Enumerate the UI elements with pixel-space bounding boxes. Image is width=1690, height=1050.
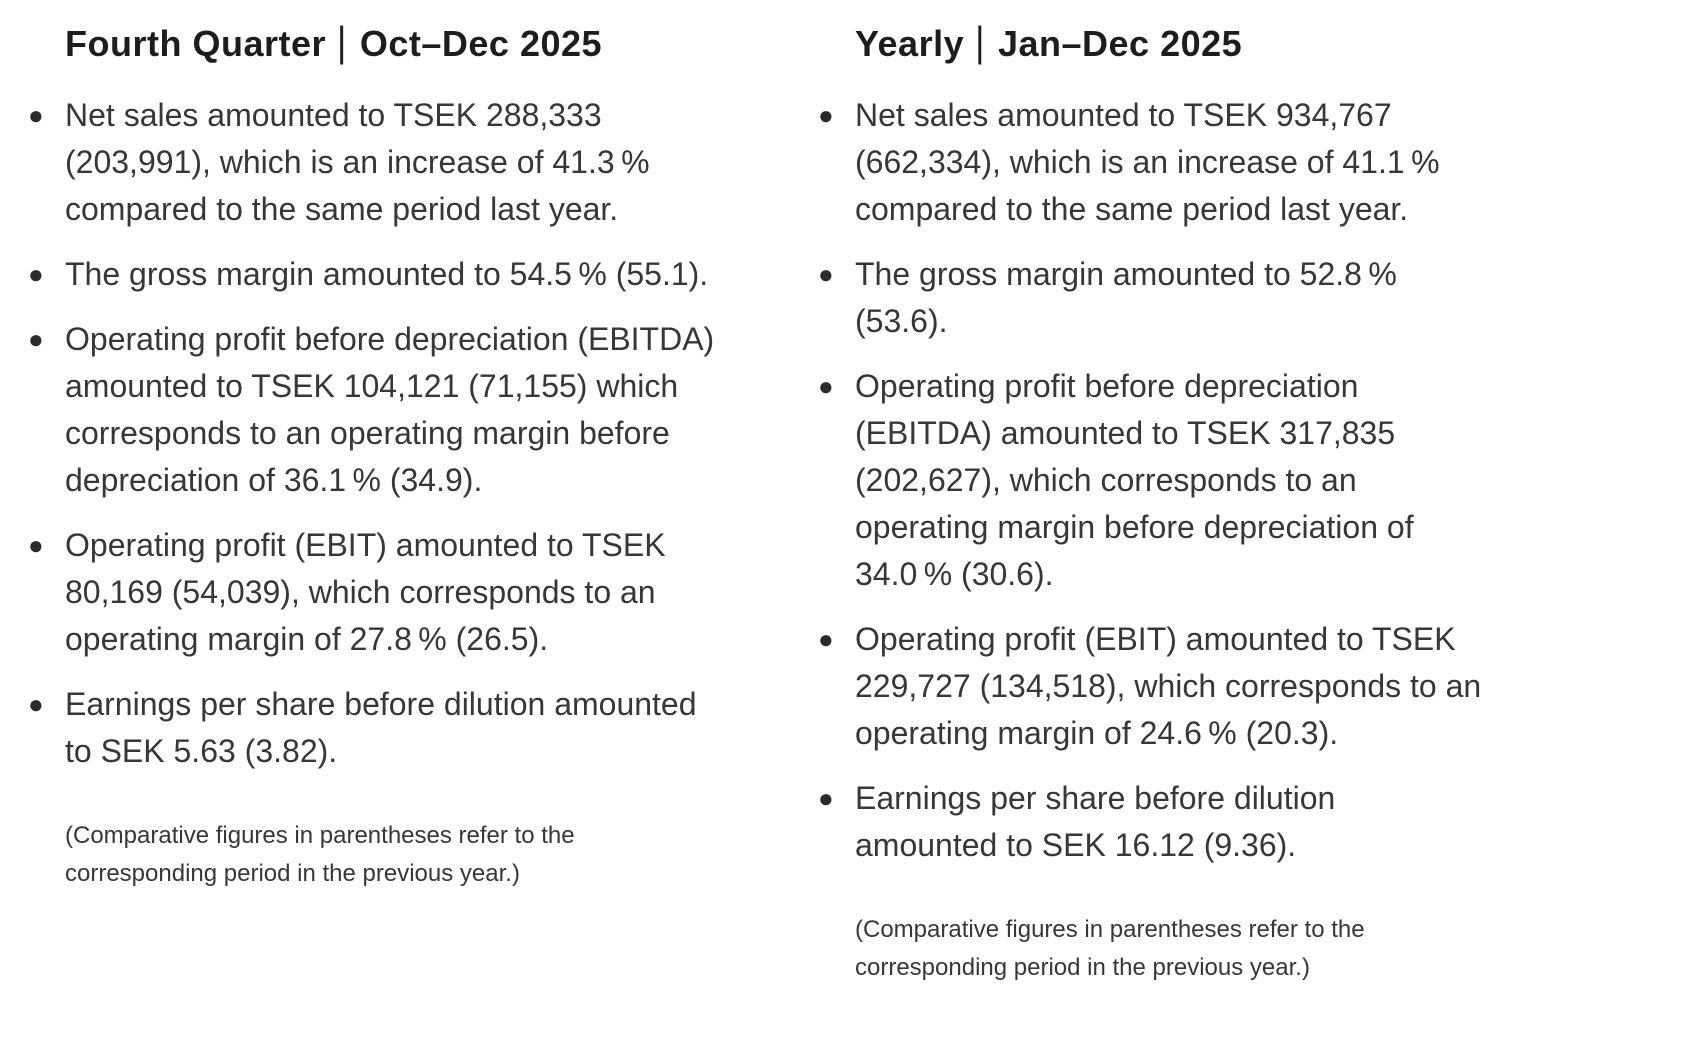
yearly-eps-text: Earnings per share before dilution amoun… bbox=[855, 780, 1336, 863]
yearly-footnote: (Comparative figures in parentheses refe… bbox=[855, 916, 1365, 981]
quarter-bullet-list: ● Net sales amounted to TSEK 288,333 (20… bbox=[28, 92, 818, 775]
quarter-column: Fourth Quarter | Oct–Dec 2025 ● Net sales … bbox=[28, 18, 818, 1050]
bullet-marker: ● bbox=[28, 324, 44, 354]
quarter-heading: Fourth Quarter | Oct–Dec 2025 bbox=[65, 18, 818, 66]
list-item: ● Operating profit before depreciation (… bbox=[818, 363, 1680, 598]
yearly-column: Yearly | Jan–Dec 2025 ● Net sales amounted… bbox=[818, 18, 1680, 1050]
yearly-ebit-text: Operating profit (EBIT) amounted to TSEK… bbox=[855, 621, 1482, 751]
bullet-marker: ● bbox=[28, 100, 44, 130]
quarter-heading-title: Fourth Quarter bbox=[65, 23, 327, 64]
list-item: ● Operating profit (EBIT) amounted to TS… bbox=[818, 616, 1680, 757]
yearly-gross-margin-text: The gross margin amounted to 52.8 % (53.… bbox=[855, 256, 1397, 339]
bullet-marker: ● bbox=[28, 259, 44, 289]
list-item: ● Earnings per share before dilution amo… bbox=[28, 681, 818, 775]
quarter-net-sales-text: Net sales amounted to TSEK 288,333 (203,… bbox=[65, 97, 650, 227]
quarter-gross-margin-text: The gross margin amounted to 54.5 % (55.… bbox=[65, 256, 709, 292]
quarter-ebitda-text: Operating profit before depreciation (EB… bbox=[65, 321, 715, 498]
bullet-marker: ● bbox=[28, 530, 44, 560]
bullet-marker: ● bbox=[28, 689, 44, 719]
heading-separator: | bbox=[337, 17, 347, 66]
bullet-marker: ● bbox=[818, 371, 834, 401]
list-item: ● Net sales amounted to TSEK 288,333 (20… bbox=[28, 92, 818, 233]
yearly-ebitda-text: Operating profit before depreciation (EB… bbox=[855, 368, 1414, 592]
quarter-heading-period: Oct–Dec 2025 bbox=[359, 23, 603, 64]
quarter-eps-text: Earnings per share before dilution amoun… bbox=[65, 686, 697, 769]
list-item: ● The gross margin amounted to 54.5 % (5… bbox=[28, 251, 818, 298]
bullet-marker: ● bbox=[818, 624, 834, 654]
yearly-net-sales-text: Net sales amounted to TSEK 934,767 (662,… bbox=[855, 97, 1440, 227]
quarter-ebit-text: Operating profit (EBIT) amounted to TSEK… bbox=[65, 527, 666, 657]
yearly-bullet-list: ● Net sales amounted to TSEK 934,767 (66… bbox=[818, 92, 1680, 869]
yearly-heading: Yearly | Jan–Dec 2025 bbox=[855, 18, 1680, 66]
list-item: ● Net sales amounted to TSEK 934,767 (66… bbox=[818, 92, 1680, 233]
yearly-heading-title: Yearly bbox=[855, 23, 965, 64]
list-item: ● Operating profit before depreciation (… bbox=[28, 316, 818, 504]
list-item: ● Operating profit (EBIT) amounted to TS… bbox=[28, 522, 818, 663]
bullet-marker: ● bbox=[818, 259, 834, 289]
list-item: ● Earnings per share before dilution amo… bbox=[818, 775, 1680, 869]
yearly-heading-period: Jan–Dec 2025 bbox=[997, 23, 1243, 64]
bullet-marker: ● bbox=[818, 100, 834, 130]
bullet-marker: ● bbox=[818, 783, 834, 813]
list-item: ● The gross margin amounted to 52.8 % (5… bbox=[818, 251, 1680, 345]
heading-separator: | bbox=[975, 17, 985, 66]
quarter-footnote: (Comparative figures in parentheses refe… bbox=[65, 822, 575, 887]
